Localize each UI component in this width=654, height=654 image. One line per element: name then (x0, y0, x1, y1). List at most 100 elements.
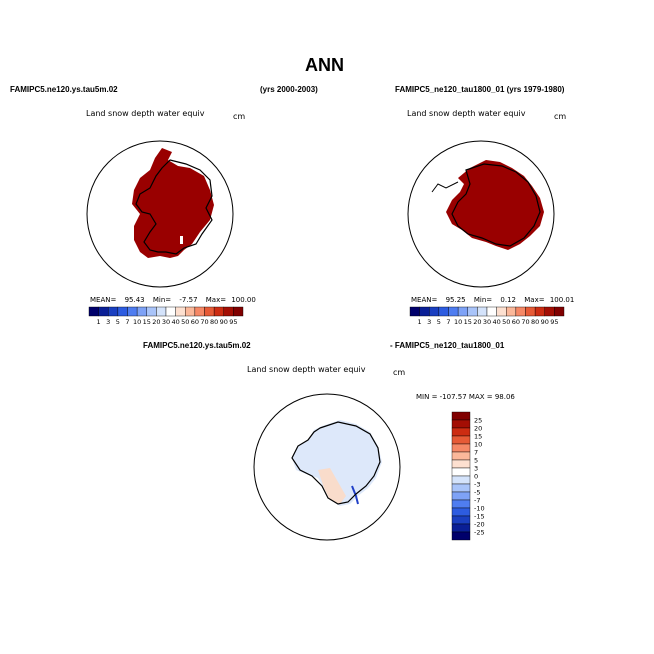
diff-field (292, 420, 382, 506)
colorbar-tick-label: 1 (97, 318, 101, 326)
colorbar-swatch (506, 306, 517, 317)
right-colorbar: 1 3 5 7 10 15 20 30 40 50 60 70 80 90 95 (409, 306, 565, 326)
colorbar-tick-label: 95 (229, 318, 237, 326)
colorbar-tick-label: 7 (125, 318, 129, 326)
colorbar-tick-label: 80 (531, 318, 539, 326)
colorbar-swatch (451, 443, 471, 453)
colorbar-swatch (486, 306, 497, 317)
left-case-name: FAMIPC5.ne120.ys.tau5m.02 (10, 85, 118, 94)
left-max-value: 100.00 (231, 296, 256, 304)
colorbar-tick-label: 5 (116, 318, 120, 326)
colorbar-swatch (451, 499, 471, 509)
right-min-value: 0.12 (500, 296, 516, 304)
colorbar-swatch (117, 306, 128, 317)
left-variable-label: Land snow depth water equiv (86, 109, 205, 118)
colorbar-tick-label: 40 (492, 318, 500, 326)
colorbar-swatch (175, 306, 186, 317)
colorbar-swatch (213, 306, 224, 317)
colorbar-swatch (127, 306, 138, 317)
colorbar-tick-label: 5 (437, 318, 441, 326)
colorbar-swatch (194, 306, 205, 317)
colorbar-swatch (223, 306, 234, 317)
colorbar-swatch (451, 483, 471, 493)
diff-positive-region (318, 468, 346, 504)
right-peninsula (431, 181, 459, 193)
colorbar-tick-label: 60 (512, 318, 520, 326)
colorbar-tick-label: 1 (418, 318, 422, 326)
colorbar-swatch (451, 531, 471, 541)
left-colorbar: 1 3 5 7 10 15 20 30 40 50 60 70 80 90 95 (88, 306, 244, 326)
colorbar-tick-label: 3 (106, 318, 110, 326)
colorbar-swatch (451, 435, 471, 445)
right-max-value: 100.01 (549, 296, 575, 304)
right-map (407, 140, 555, 288)
colorbar-tick-label: -25 (474, 529, 485, 537)
right-case-name: FAMIPC5_ne120_tau1800_01 (yrs 1979-1980) (395, 85, 565, 94)
colorbar-tick-label: 30 (483, 318, 491, 326)
colorbar-tick-label: 60 (191, 318, 199, 326)
colorbar-tick-label: 25 (474, 417, 482, 425)
colorbar-swatch (477, 306, 488, 317)
left-units-label: cm (233, 112, 246, 121)
colorbar-swatch (451, 515, 471, 525)
colorbar-swatch (88, 306, 99, 317)
colorbar-swatch (451, 411, 471, 421)
colorbar-swatch (451, 459, 471, 469)
colorbar-swatch (136, 306, 147, 317)
colorbar-swatch (233, 306, 244, 317)
colorbar-swatch (98, 306, 109, 317)
diff-map (253, 393, 401, 541)
colorbar-tick-label: 10 (454, 318, 462, 326)
colorbar-swatch (525, 306, 536, 317)
colorbar-tick-label: 7 (446, 318, 450, 326)
colorbar-swatch (108, 306, 119, 317)
colorbar-swatch (204, 306, 215, 317)
diff-units-label: cm (393, 368, 406, 377)
diff-case-b: - FAMIPC5_ne120_tau1800_01 (390, 341, 505, 350)
diff-variable-label: Land snow depth water equiv (247, 365, 366, 374)
colorbar-swatch (451, 427, 471, 437)
colorbar-swatch (185, 306, 196, 317)
left-snow-field (132, 148, 214, 258)
left-ice-shelf-patch (180, 236, 183, 244)
colorbar-tick-label: 20 (152, 318, 160, 326)
colorbar-tick-label: 70 (200, 318, 208, 326)
colorbar-swatch (146, 306, 157, 317)
colorbar-tick-label: 90 (541, 318, 549, 326)
colorbar-swatch (515, 306, 526, 317)
colorbar-tick-label: 7 (474, 449, 478, 457)
colorbar-tick-label: 10 (474, 441, 482, 449)
right-units-label: cm (554, 112, 567, 121)
colorbar-tick-label: -15 (474, 513, 485, 521)
diff-negative-band (351, 485, 359, 505)
colorbar-tick-label: 80 (210, 318, 218, 326)
colorbar-tick-label: 3 (427, 318, 431, 326)
colorbar-swatch (457, 306, 468, 317)
colorbar-tick-label: 15 (474, 433, 482, 441)
colorbar-swatch (451, 475, 471, 485)
right-snow-field (446, 160, 544, 250)
left-map (86, 140, 234, 288)
left-case-years: (yrs 2000-2003) (260, 85, 318, 94)
colorbar-tick-label: 15 (143, 318, 151, 326)
colorbar-swatch (467, 306, 478, 317)
left-max-label: Max= (205, 296, 227, 304)
right-min-label: Min= (473, 296, 493, 304)
colorbar-tick-label: -7 (474, 497, 480, 505)
colorbar-swatch (438, 306, 449, 317)
right-max-label: Max= (524, 296, 545, 304)
diff-coastline (291, 421, 381, 505)
right-mean-label: MEAN= (411, 296, 438, 304)
colorbar-swatch (451, 507, 471, 517)
colorbar-tick-label: 3 (474, 465, 478, 473)
right-mean-value: 95.25 (445, 296, 466, 304)
left-stats: MEAN= 95.43 Min= -7.57 Max= 100.00 (90, 296, 256, 304)
colorbar-swatch (534, 306, 545, 317)
diff-minmax: MIN = -107.57 MAX = 98.06 (416, 393, 515, 401)
colorbar-swatch (554, 306, 565, 317)
diff-case-a: FAMIPC5.ne120.ys.tau5m.02 (143, 341, 251, 350)
colorbar-tick-label: 5 (474, 457, 478, 465)
right-variable-label: Land snow depth water equiv (407, 109, 526, 118)
colorbar-swatch (165, 306, 176, 317)
